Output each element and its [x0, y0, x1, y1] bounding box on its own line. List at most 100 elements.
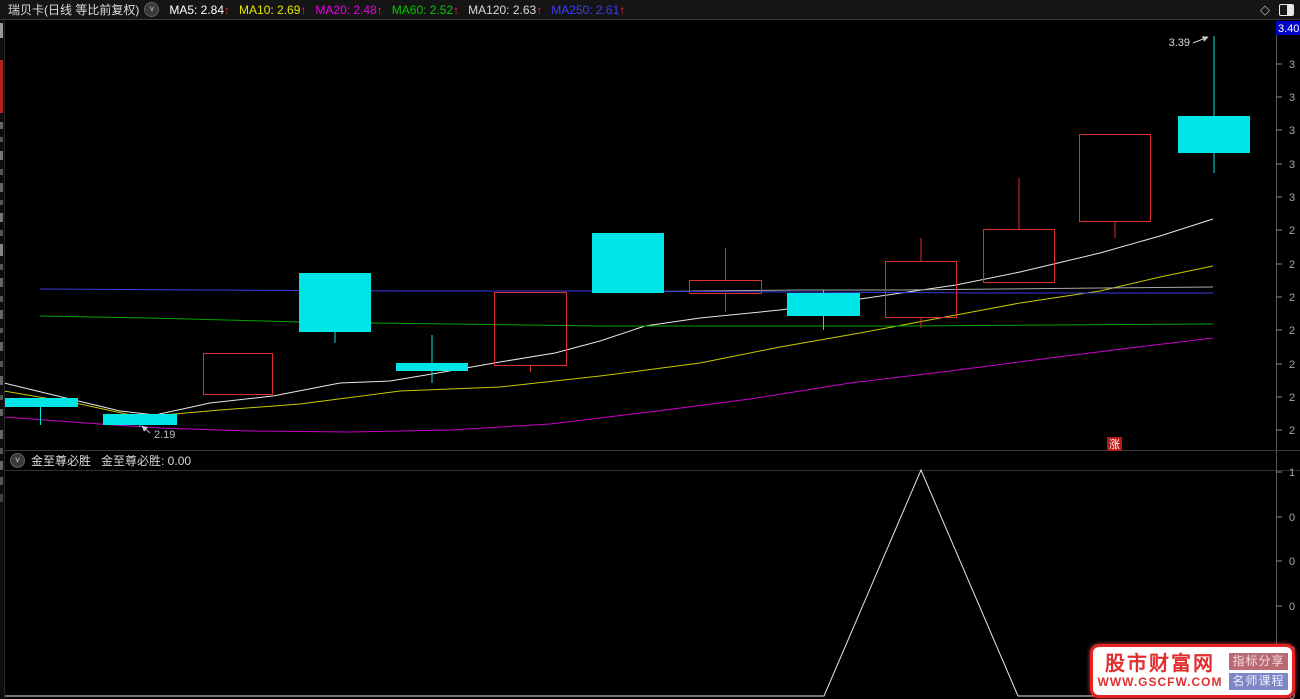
strip-segment: [0, 230, 3, 236]
candle-body-up: [885, 261, 957, 318]
axis-tick-label: 2: [1289, 392, 1295, 404]
panel-layout-icon-fill: [1287, 5, 1293, 15]
strip-segment: [0, 409, 3, 416]
strip-segment: [0, 395, 3, 400]
strip-segment: [0, 264, 3, 270]
strip-segment: [0, 448, 3, 454]
strip-segment: [0, 361, 3, 367]
indicator-value: 金至尊必胜: 0.00: [101, 454, 192, 468]
indicator-name[interactable]: 金至尊必胜: [31, 454, 92, 468]
sub-axis-tick-label: 1: [1289, 467, 1295, 479]
ma-label: MA60: 2.52↑: [391, 2, 460, 17]
ma-label: MA120: 2.63↑: [468, 2, 543, 17]
candle-body-up: [983, 229, 1055, 283]
watermark-left: 股市财富网 WWW.GSCFW.COM: [1098, 653, 1223, 689]
watermark-tag-2: 名师课程: [1229, 672, 1288, 690]
axis-tick-label: 2: [1289, 425, 1295, 437]
axis-tick-label: 3: [1289, 92, 1295, 104]
rise-badge-text: 涨: [1109, 438, 1120, 451]
strip-segment: [0, 477, 3, 485]
strip-segment: [0, 342, 3, 351]
ma-label: MA250: 2.61↑: [551, 2, 626, 17]
price-label-value: 3.40: [1278, 23, 1299, 35]
up-arrow-icon: ↑: [224, 2, 231, 17]
strip-segment: [0, 430, 3, 439]
candle-body-down: [1178, 116, 1250, 153]
up-arrow-icon: ↑: [376, 2, 383, 17]
candle-body-down: [3, 398, 78, 407]
axis-tick-label: 2: [1289, 225, 1295, 237]
ma-label: MA5: 2.84↑: [169, 2, 231, 17]
watermark-card: 股市财富网 WWW.GSCFW.COM 指标分享 名师课程: [1090, 644, 1295, 698]
candle-body-down: [103, 414, 177, 425]
ma-label: MA10: 2.69↑: [239, 2, 307, 17]
ma-line-ma5: [3, 218, 1214, 416]
axis-tick-label: 2: [1289, 259, 1295, 271]
strip-segment: [0, 200, 3, 205]
high-arrow: [1192, 36, 1209, 44]
ma-line-ma20: [3, 337, 1214, 433]
axis-tick-label: 3: [1289, 159, 1295, 171]
axis-tick-label: 3: [1289, 125, 1295, 137]
sub-axis-tick-label: 0: [1289, 601, 1295, 613]
watermark-site-name: 股市财富网: [1104, 653, 1215, 675]
indicator-signal-line: [4, 468, 1276, 697]
strip-segment: [0, 494, 3, 502]
strip-segment: [0, 310, 3, 319]
up-arrow-icon: ↑: [300, 2, 307, 17]
diamond-icon[interactable]: ◇: [1260, 2, 1270, 17]
ma-line-ma10: [3, 265, 1214, 418]
strip-segment: [0, 461, 3, 470]
low-arrow: [141, 425, 151, 434]
candle-body-up: [1079, 134, 1151, 222]
strip-segment: [0, 23, 3, 38]
axis-tick-label: 3: [1289, 59, 1295, 71]
ma-line-ma60: [39, 315, 1214, 327]
candle-body-down: [299, 273, 371, 332]
strip-segment: [0, 60, 3, 113]
indicator-header: ˅ 金至尊必胜 金至尊必胜: 0.00: [5, 451, 191, 470]
strip-segment: [0, 244, 3, 256]
axis-tick-label: 2: [1289, 359, 1295, 371]
axis-tick-label: 2: [1289, 325, 1295, 337]
strip-segment: [0, 137, 3, 142]
left-edge-strip: [0, 20, 5, 699]
candle-body-down: [787, 293, 860, 316]
candle-body-down: [592, 233, 664, 293]
strip-segment: [0, 183, 3, 192]
sub-axis-tick-label: 0: [1289, 556, 1295, 568]
strip-segment: [0, 296, 3, 302]
collapse-chevron-icon[interactable]: ˅: [144, 2, 160, 17]
price-label-bg: [1276, 21, 1300, 35]
up-arrow-icon: ↑: [619, 2, 626, 17]
panel-layout-icon[interactable]: [1279, 4, 1294, 16]
strip-segment: [0, 169, 3, 175]
strip-segment: [0, 376, 3, 385]
indicator-collapse-icon[interactable]: ˅: [10, 453, 25, 468]
ma-label: MA20: 2.48↑: [315, 2, 383, 17]
watermark-tag-1: 指标分享: [1229, 652, 1288, 670]
low-price-label: 2.19: [154, 429, 175, 441]
candle-body-up: [203, 353, 273, 395]
strip-segment: [0, 278, 3, 287]
watermark-url: WWW.GSCFW.COM: [1097, 675, 1223, 689]
header-icons: ◇: [1260, 2, 1294, 18]
candle-body-down: [396, 363, 468, 371]
strip-segment: [0, 328, 3, 333]
watermark-tags: 指标分享 名师课程: [1229, 652, 1288, 690]
high-price-label: 3.39: [1169, 37, 1190, 49]
strip-segment: [0, 213, 3, 222]
axis-tick-label: 2: [1289, 292, 1295, 304]
sub-axis-tick-label: 0: [1289, 512, 1295, 524]
candle-body-up: [494, 292, 567, 366]
candle-body-up: [689, 280, 762, 294]
up-arrow-icon: ↑: [453, 2, 460, 17]
instrument-title: 瑞贝卡(日线 等比前复权): [8, 3, 140, 17]
ma-values: MA5: 2.84↑ MA10: 2.69↑ MA20: 2.48↑ MA60: 2.…: [169, 3, 634, 17]
strip-segment: [0, 122, 3, 129]
strip-segment: [0, 151, 3, 160]
chart-header-bar: 瑞贝卡(日线 等比前复权) ˅ MA5: 2.84↑ MA10: 2.69↑ MA2…: [0, 0, 1300, 20]
rise-badge-bg: [1107, 437, 1122, 451]
